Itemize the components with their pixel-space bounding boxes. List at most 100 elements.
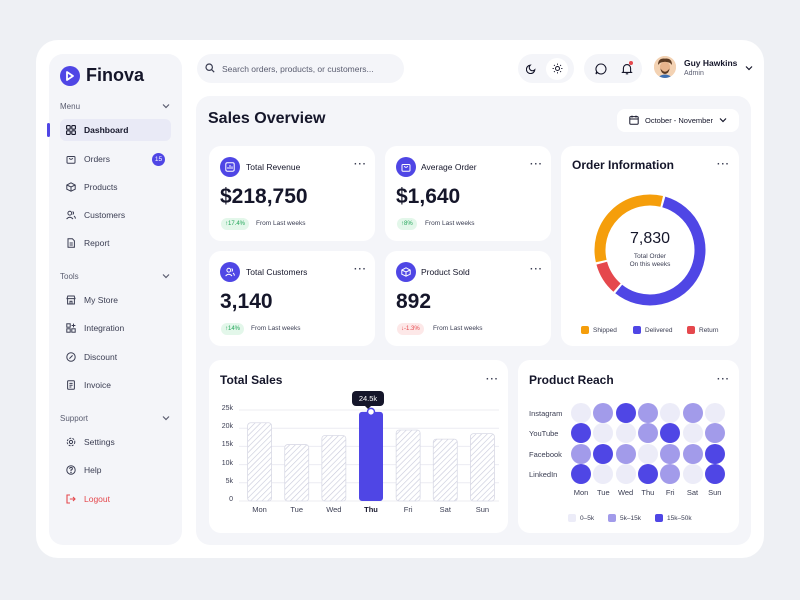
stat-value: 3,140 — [220, 290, 273, 313]
column-label-wed: Wed — [617, 488, 634, 497]
donut-segment-delivered[interactable] — [615, 196, 706, 306]
arrow-up-icon: ↑ — [401, 221, 404, 227]
reach-cell — [660, 463, 681, 484]
sidebar-item-dashboard[interactable]: Dashboard — [60, 119, 171, 141]
sidebar-item-my-store[interactable]: My Store — [60, 289, 171, 311]
reach-cell — [704, 403, 725, 423]
users-icon — [220, 262, 240, 282]
sidebar-item-logout[interactable]: Logout — [60, 488, 171, 510]
bar-mon[interactable] — [247, 422, 272, 502]
column-label-tue: Tue — [596, 488, 610, 497]
bar-fri[interactable] — [395, 429, 421, 502]
search-input[interactable] — [222, 63, 397, 74]
sidebar-item-invoice[interactable]: Invoice — [60, 374, 171, 396]
user-menu[interactable]: Guy Hawkins Admin — [654, 56, 753, 78]
y-tick-label: 5k — [225, 477, 233, 485]
page-title: Sales Overview — [208, 110, 326, 127]
reach-cell — [571, 443, 591, 464]
bar-wed[interactable] — [321, 435, 347, 502]
y-tick-label: 0 — [229, 496, 233, 503]
search-icon — [205, 60, 215, 78]
bell-icon[interactable] — [616, 58, 638, 80]
chat-icon[interactable] — [590, 58, 612, 80]
bag-icon — [396, 157, 416, 177]
sidebar-item-label: Dashboard — [84, 125, 129, 135]
donut-segment-shipped[interactable] — [594, 194, 663, 263]
arrow-up-icon: ↑ — [225, 326, 228, 332]
notification-group — [584, 54, 642, 83]
sidebar-item-label: Discount — [84, 352, 118, 362]
brand-logo[interactable]: Finova — [60, 65, 144, 86]
sidebar-item-settings[interactable]: Settings — [60, 431, 171, 453]
more-options-icon[interactable]: ··· — [354, 159, 367, 170]
stat-label: Total Customers — [246, 267, 308, 277]
reach-cell — [704, 423, 725, 444]
search-bar[interactable] — [197, 54, 404, 83]
document-icon — [66, 238, 76, 248]
chevron-down-icon[interactable] — [162, 414, 170, 423]
chevron-down-icon[interactable] — [745, 58, 753, 76]
stat-value: $218,750 — [220, 185, 308, 208]
donut-segment-return[interactable] — [596, 261, 621, 292]
section-support-header[interactable]: Support — [60, 414, 170, 423]
sidebar-item-products[interactable]: Products — [60, 176, 171, 198]
theme-toggle[interactable] — [518, 54, 574, 83]
bar-sun[interactable] — [470, 433, 495, 502]
chevron-down-icon[interactable] — [162, 272, 170, 281]
sidebar-item-help[interactable]: Help — [60, 459, 171, 481]
reach-cell — [682, 463, 703, 484]
chevron-down-icon — [719, 116, 727, 125]
row-label-linkedin: LinkedIn — [529, 469, 558, 479]
date-range-select[interactable]: October - November — [617, 109, 739, 132]
active-indicator — [47, 123, 50, 137]
bar-thu[interactable] — [359, 411, 383, 501]
more-options-icon[interactable]: ··· — [354, 264, 367, 275]
gear-icon — [66, 437, 76, 447]
stat-label: Average Order — [421, 162, 477, 172]
bar-tue[interactable] — [284, 444, 310, 502]
bar-sat[interactable] — [432, 438, 458, 502]
total-sales-chart — [239, 407, 499, 502]
box-icon — [396, 262, 416, 282]
user-info: Guy Hawkins Admin — [684, 58, 737, 77]
sidebar-item-label: Settings — [84, 437, 115, 447]
sidebar-item-label: My Store — [84, 295, 119, 305]
y-tick-label: 10k — [221, 459, 233, 467]
users-icon — [66, 210, 76, 220]
sidebar-item-label: Products — [84, 182, 118, 192]
sun-icon[interactable] — [546, 57, 568, 80]
sidebar-item-integration[interactable]: Integration — [60, 317, 171, 339]
moon-icon[interactable] — [520, 58, 542, 80]
more-options-icon[interactable]: ··· — [486, 374, 499, 385]
stat-note: From Last weeks — [425, 220, 475, 227]
section-tools-header[interactable]: Tools — [60, 272, 170, 281]
legend-label: 0–5k — [580, 514, 595, 522]
y-tick-label: 25k — [221, 405, 233, 412]
sidebar-item-report[interactable]: Report — [60, 232, 171, 254]
x-tick-label: Sun — [475, 505, 490, 514]
sidebar-item-customers[interactable]: Customers — [60, 204, 171, 226]
legend-swatch — [568, 514, 576, 522]
section-label: Support — [60, 414, 89, 423]
sidebar-item-discount[interactable]: Discount — [60, 346, 171, 368]
section-menu-header[interactable]: Menu — [60, 102, 170, 111]
brand-name: Finova — [86, 65, 145, 85]
stat-value: $1,640 — [396, 185, 461, 208]
more-options-icon[interactable]: ··· — [717, 159, 730, 170]
more-options-icon[interactable]: ··· — [717, 374, 730, 385]
legend-swatch — [633, 326, 641, 334]
sidebar-item-orders[interactable]: Orders 15 — [60, 148, 171, 170]
stat-label: Product Sold — [421, 267, 470, 277]
more-options-icon[interactable]: ··· — [530, 264, 543, 275]
apps-icon — [66, 323, 76, 333]
box-icon — [66, 182, 76, 192]
chevron-down-icon[interactable] — [162, 102, 170, 111]
reach-cell — [571, 423, 591, 444]
user-name: Guy Hawkins — [684, 57, 738, 68]
more-options-icon[interactable]: ··· — [530, 159, 543, 170]
sidebar-item-label: Help — [84, 465, 102, 475]
reach-cell — [571, 463, 591, 484]
stat-note: From Last weeks — [251, 325, 301, 332]
change-badge: ↓ -1.3% — [397, 323, 424, 335]
legend-item-shipped: Shipped — [581, 326, 617, 334]
